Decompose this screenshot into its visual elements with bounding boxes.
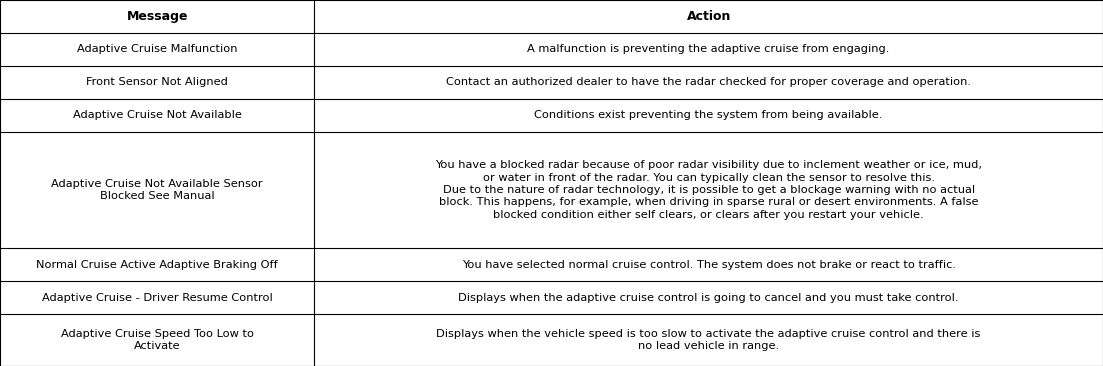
Text: Adaptive Cruise Not Available Sensor
Blocked See Manual: Adaptive Cruise Not Available Sensor Blo… (52, 179, 263, 201)
Text: Message: Message (127, 10, 188, 23)
Text: Conditions exist preventing the system from being available.: Conditions exist preventing the system f… (535, 110, 882, 120)
Text: Adaptive Cruise Malfunction: Adaptive Cruise Malfunction (77, 44, 237, 55)
Text: Adaptive Cruise Not Available: Adaptive Cruise Not Available (73, 110, 242, 120)
Text: You have a blocked radar because of poor radar visibility due to inclement weath: You have a blocked radar because of poor… (436, 160, 982, 220)
Text: Normal Cruise Active Adaptive Braking Off: Normal Cruise Active Adaptive Braking Of… (36, 260, 278, 270)
Text: Adaptive Cruise Speed Too Low to
Activate: Adaptive Cruise Speed Too Low to Activat… (61, 329, 254, 351)
Text: Action: Action (686, 10, 731, 23)
Text: Displays when the vehicle speed is too slow to activate the adaptive cruise cont: Displays when the vehicle speed is too s… (437, 329, 981, 351)
Text: Front Sensor Not Aligned: Front Sensor Not Aligned (86, 77, 228, 87)
Text: You have selected normal cruise control. The system does not brake or react to t: You have selected normal cruise control.… (462, 260, 955, 270)
Text: Displays when the adaptive cruise control is going to cancel and you must take c: Displays when the adaptive cruise contro… (459, 293, 959, 303)
Text: A malfunction is preventing the adaptive cruise from engaging.: A malfunction is preventing the adaptive… (527, 44, 890, 55)
Text: Adaptive Cruise - Driver Resume Control: Adaptive Cruise - Driver Resume Control (42, 293, 272, 303)
Text: Contact an authorized dealer to have the radar checked for proper coverage and o: Contact an authorized dealer to have the… (447, 77, 971, 87)
